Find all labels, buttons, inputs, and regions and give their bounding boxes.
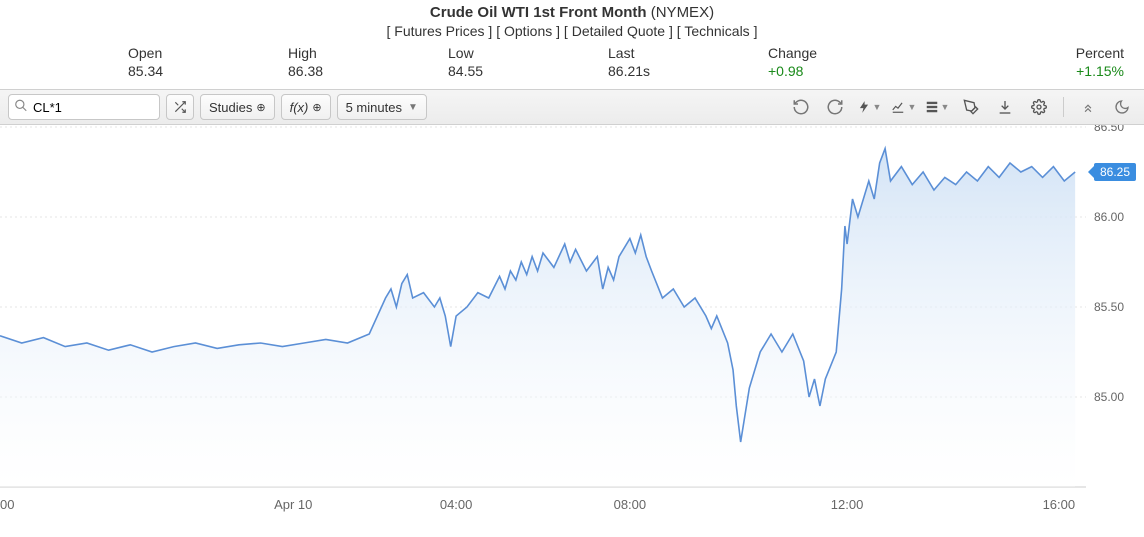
header-links: [ Futures Prices ] [ Options ] [ Detaile…	[0, 23, 1144, 39]
svg-text:08:00: 08:00	[614, 497, 647, 512]
svg-text:85.50: 85.50	[1094, 300, 1124, 314]
layout-dropdown[interactable]: ▼	[923, 94, 951, 120]
settings-button[interactable]	[1025, 94, 1053, 120]
header-link[interactable]: Technicals	[684, 23, 749, 39]
search-icon	[14, 99, 28, 116]
stat-last-label: Last	[608, 45, 768, 61]
interval-label: 5 minutes	[346, 100, 402, 115]
svg-text:12:00: 12:00	[831, 497, 864, 512]
svg-text:00: 00	[0, 497, 14, 512]
symbol-search-input[interactable]	[8, 94, 160, 120]
fx-button[interactable]: f(x) ⊕	[281, 94, 331, 120]
header-link[interactable]: Options	[504, 23, 552, 39]
chart-exchange: (NYMEX)	[651, 4, 714, 21]
redo-button[interactable]	[821, 94, 849, 120]
svg-text:04:00: 04:00	[440, 497, 473, 512]
plus-circle-icon: ⊕	[256, 101, 265, 114]
price-chart[interactable]: 85.00 85.50 86.00 86.50 00 Apr 10 04:00 08:00 12…	[0, 125, 1144, 517]
collapse-button[interactable]	[1074, 94, 1102, 120]
stat-last-value: 86.21s	[608, 63, 768, 79]
flash-dropdown[interactable]: ▼	[855, 94, 883, 120]
svg-text:Apr 10: Apr 10	[274, 497, 312, 512]
chart-type-dropdown[interactable]: ▼	[889, 94, 917, 120]
header-link[interactable]: Futures Prices	[394, 23, 484, 39]
chevron-down-icon: ▼	[908, 102, 917, 112]
draw-button[interactable]	[957, 94, 985, 120]
stat-open-value: 85.34	[128, 63, 288, 79]
header-link[interactable]: Detailed Quote	[572, 23, 665, 39]
download-button[interactable]	[991, 94, 1019, 120]
stat-high-value: 86.38	[288, 63, 448, 79]
chart-toolbar: Studies ⊕ f(x) ⊕ 5 minutes ▼ ▼ ▼ ▼	[0, 89, 1144, 125]
svg-text:86.50: 86.50	[1094, 125, 1124, 134]
interval-dropdown[interactable]: 5 minutes ▼	[337, 94, 427, 120]
toolbar-separator	[1063, 97, 1064, 117]
stat-low-label: Low	[448, 45, 608, 61]
svg-text:16:00: 16:00	[1043, 497, 1076, 512]
stat-low-value: 84.55	[448, 63, 608, 79]
shuffle-button[interactable]	[166, 94, 194, 120]
studies-label: Studies	[209, 100, 252, 115]
undo-button[interactable]	[787, 94, 815, 120]
plus-circle-icon: ⊕	[312, 101, 321, 114]
svg-text:86.00: 86.00	[1094, 210, 1124, 224]
stat-open-label: Open	[128, 45, 288, 61]
chart-title: Crude Oil WTI 1st Front Month	[430, 4, 647, 21]
chevron-down-icon: ▼	[873, 102, 882, 112]
stat-high-label: High	[288, 45, 448, 61]
theme-toggle-button[interactable]	[1108, 94, 1136, 120]
price-tag: 86.25	[1094, 163, 1136, 181]
chevron-down-icon: ▼	[941, 102, 950, 112]
svg-text:85.00: 85.00	[1094, 390, 1124, 404]
studies-button[interactable]: Studies ⊕	[200, 94, 275, 120]
stat-change-label: Change	[768, 45, 968, 61]
stat-percent-label: Percent	[968, 45, 1124, 61]
stat-change-value: +0.98	[768, 63, 968, 79]
fx-label: f(x)	[290, 100, 309, 115]
stat-percent-value: +1.15%	[968, 63, 1124, 79]
chevron-down-icon: ▼	[408, 102, 418, 113]
